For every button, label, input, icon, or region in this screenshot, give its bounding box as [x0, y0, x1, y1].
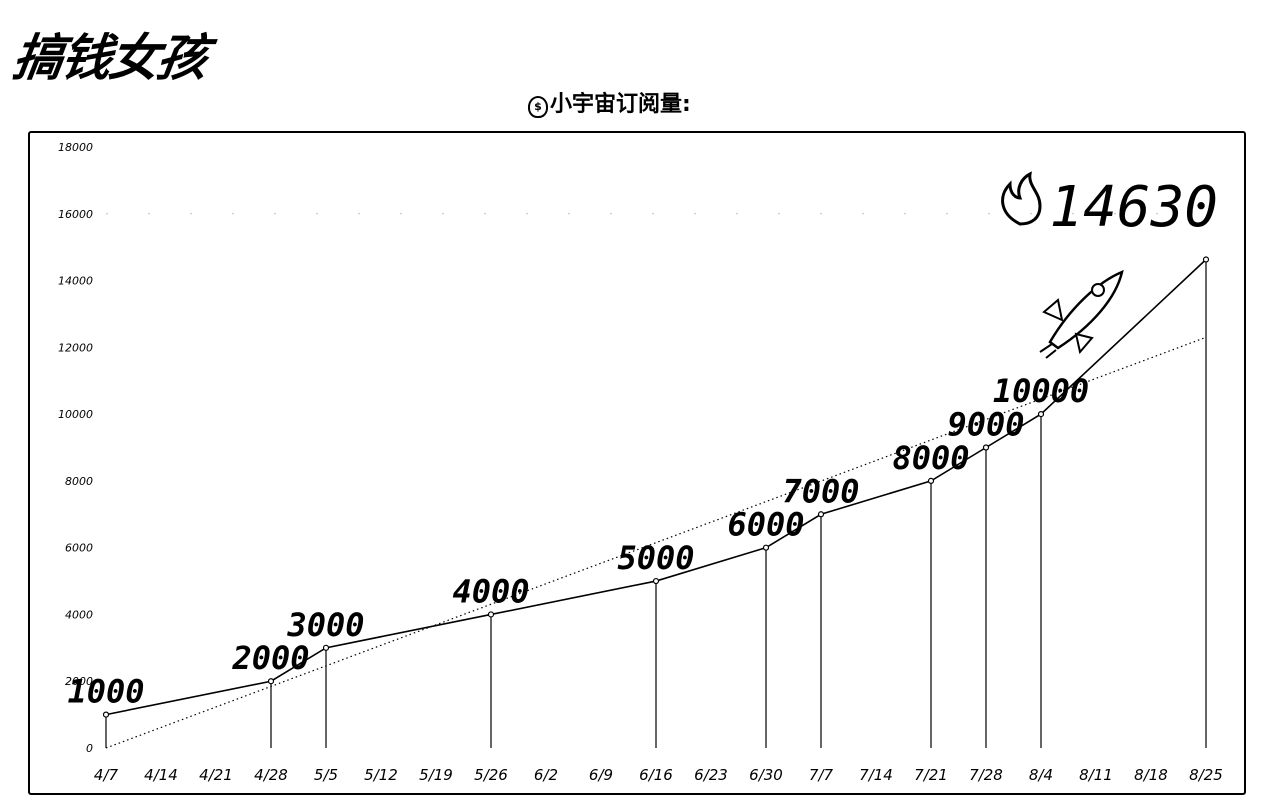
rocket-icon: [1039, 269, 1124, 359]
x-tick-label: 6/30: [749, 766, 783, 784]
data-label: 1000: [67, 673, 144, 711]
data-point: [982, 444, 990, 451]
x-tick-label: 6/23: [694, 766, 728, 784]
data-point: [1037, 411, 1045, 418]
x-tick-label: 8/4: [1029, 766, 1053, 784]
y-tick-label: 6000: [65, 542, 93, 555]
y-tick-label: 18000: [58, 141, 93, 154]
y-tick-label: 14000: [58, 275, 93, 288]
x-tick-label: 8/11: [1079, 766, 1113, 784]
chart-title: $ 小宇宙订阅量:: [528, 86, 691, 118]
data-label: 3000: [286, 606, 364, 644]
x-tick-label: 4/28: [254, 766, 288, 784]
data-label: 5000: [617, 539, 694, 577]
data-point: [927, 477, 935, 484]
data-label: 10000: [993, 372, 1089, 410]
money-bag-icon: $: [528, 96, 548, 118]
data-label: 2000: [231, 639, 309, 677]
x-tick-label: 4/21: [199, 766, 233, 784]
chart-frame: [28, 131, 1246, 795]
y-tick-label: 0: [86, 742, 93, 755]
data-label: 6000: [727, 506, 804, 544]
x-tick-label: 7/7: [809, 766, 834, 784]
x-tick-label: 4/14: [144, 766, 178, 784]
data-label: 4000: [452, 572, 529, 610]
data-label: 7000: [782, 472, 859, 510]
y-tick-label: 10000: [58, 408, 93, 421]
x-tick-label: 8/25: [1189, 766, 1223, 784]
x-tick-label: 5/26: [474, 766, 508, 784]
x-tick-label: 7/14: [859, 766, 893, 784]
y-tick-label: 8000: [65, 475, 93, 488]
x-tick-label: 6/16: [639, 766, 673, 784]
data-point: [1202, 256, 1210, 263]
data-point: [652, 577, 660, 585]
y-tick-label: 12000: [58, 341, 93, 354]
fire-icon: [1001, 171, 1042, 226]
data-point: [102, 711, 110, 718]
data-label: 8000: [892, 439, 969, 477]
x-tick-label: 6/9: [589, 766, 613, 784]
x-tick-label: 6/2: [534, 766, 558, 784]
x-tick-label: 5/5: [314, 766, 338, 784]
highlight-value: 14630: [1049, 175, 1218, 240]
y-tick-label: 2000: [65, 675, 93, 688]
data-point: [322, 644, 330, 651]
data-point: [267, 678, 275, 685]
chart-title-text: 小宇宙订阅量:: [550, 92, 691, 117]
data-label: 9000: [947, 406, 1024, 444]
x-tick-label: 7/21: [914, 766, 948, 784]
x-tick-label: 4/7: [94, 766, 119, 784]
x-tick-label: 7/28: [969, 766, 1003, 784]
data-point: [487, 611, 495, 618]
y-tick-label: 16000: [58, 208, 93, 221]
data-point: [817, 511, 825, 518]
x-tick-label: 5/12: [364, 766, 398, 784]
data-point: [762, 544, 770, 551]
x-tick-label: 5/19: [419, 766, 453, 784]
x-tick-label: 8/18: [1134, 766, 1168, 784]
y-tick-label: 4000: [65, 608, 93, 621]
